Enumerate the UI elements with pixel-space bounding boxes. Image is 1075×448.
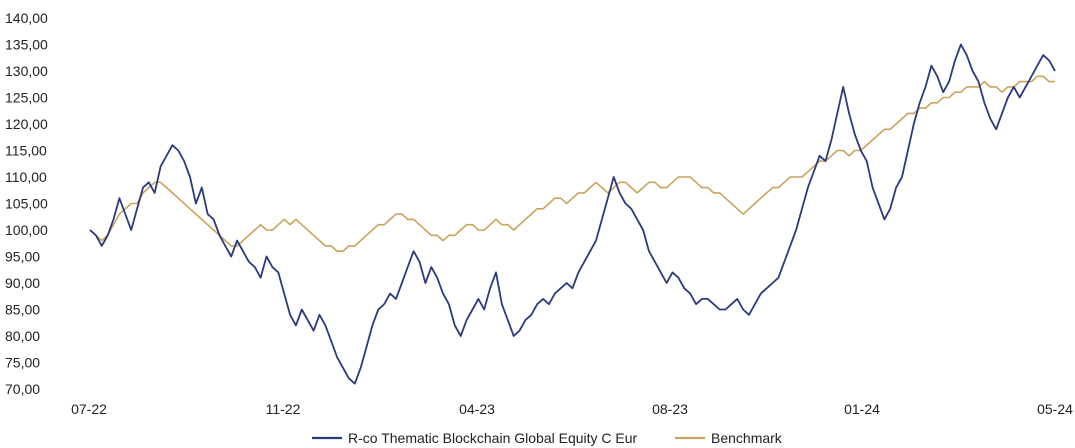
y-tick-label: 80,00 [5, 328, 40, 344]
y-tick-label: 130,00 [5, 63, 48, 79]
x-tick-label: 08-23 [652, 401, 688, 417]
x-tick-label: 11-22 [266, 401, 301, 417]
x-tick-label: 07-22 [71, 401, 107, 417]
y-axis: 70,00 75,00 80,00 85,00 90,00 95,00 100,00 105,… [5, 10, 48, 397]
y-tick-label: 140,00 [5, 10, 48, 26]
series-line-benchmark [89, 75, 1055, 252]
series-layer [89, 43, 1056, 385]
y-tick-label: 125,00 [5, 90, 48, 106]
y-tick-label: 100,00 [5, 222, 48, 238]
x-axis: 07-22 11-22 04-23 08-23 01-24 05-24 [71, 401, 1073, 417]
x-tick-label: 04-23 [459, 401, 495, 417]
y-tick-label: 90,00 [5, 275, 40, 291]
y-tick-label: 105,00 [5, 196, 48, 212]
x-tick-label: 01-24 [844, 401, 880, 417]
y-tick-label: 95,00 [5, 249, 40, 265]
legend: R-co Thematic Blockchain Global Equity C… [312, 430, 783, 446]
legend-label-benchmark: Benchmark [711, 430, 783, 446]
y-tick-label: 70,00 [5, 381, 40, 397]
y-tick-label: 110,00 [5, 169, 47, 185]
y-tick-label: 75,00 [5, 355, 40, 371]
series-line-fund [89, 43, 1056, 385]
y-tick-label: 85,00 [5, 302, 40, 318]
y-tick-label: 115,00 [5, 143, 47, 159]
legend-label-fund: R-co Thematic Blockchain Global Equity C… [348, 430, 638, 446]
y-tick-label: 120,00 [5, 116, 48, 132]
x-tick-label: 05-24 [1037, 401, 1073, 417]
y-tick-label: 135,00 [5, 37, 48, 53]
